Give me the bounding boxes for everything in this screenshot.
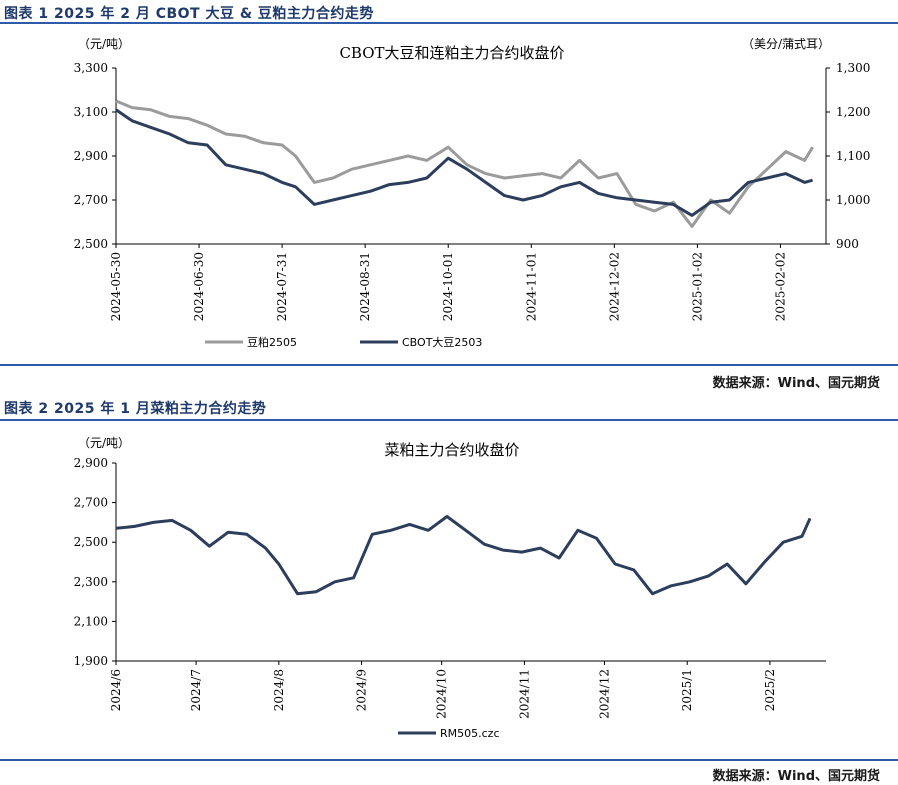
chart-2-x-tick-label: 2024/8 — [272, 669, 286, 711]
chart-2-y-tick-label: 2,100 — [74, 614, 108, 628]
figure-2-bottom-rule — [0, 759, 898, 761]
chart-2-x-tick-label: 2025/1 — [680, 669, 694, 711]
chart-2-y-tick-label: 2,900 — [74, 456, 108, 470]
chart-1-x-tick-label: 2024-10-01 — [441, 252, 455, 321]
chart-1-right-tick-label: 1,100 — [836, 149, 870, 163]
chart-1-right-unit: （美分/蒲式耳） — [742, 37, 830, 51]
figure-1-top-rule — [0, 22, 898, 24]
chart-2-y-tick-label: 1,900 — [74, 654, 108, 668]
chart-1-left-tick-label: 2,700 — [74, 193, 108, 207]
chart-1-x-tick-label: 2024-12-02 — [607, 252, 621, 321]
chart-2-x-tick-label: 2024/6 — [109, 669, 123, 711]
chart-1-cbot-soymeal: CBOT大豆和连粕主力合约收盘价 （元/吨） （美分/蒲式耳） 2,500 2,700 2… — [74, 37, 871, 349]
chart-2-y-tick-label: 2,500 — [74, 535, 108, 549]
chart-1-series-line-2 — [115, 108, 813, 217]
chart-2-legend-label-1: RM505.czc — [440, 727, 500, 740]
chart-1-series-line-1 — [115, 99, 814, 228]
chart-1-x-tick-label: 2024-06-30 — [192, 252, 206, 321]
chart-1-x-tick-label: 2025-02-02 — [773, 252, 787, 321]
chart-1-right-tick-label: 900 — [836, 237, 859, 251]
chart-1-x-tick-label: 2025-01-02 — [690, 252, 704, 321]
chart-1-left-unit: （元/吨） — [78, 37, 130, 51]
chart-2-y-tick-label: 2,300 — [74, 575, 108, 589]
chart-1-title: CBOT大豆和连粕主力合约收盘价 — [339, 44, 564, 62]
chart-2-x-tick-label: 2024/9 — [355, 669, 369, 711]
chart-2-title: 菜粕主力合约收盘价 — [384, 441, 519, 459]
chart-1-x-tick-label: 2024-05-30 — [109, 252, 123, 321]
chart-1-legend-label-2: CBOT大豆2503 — [402, 335, 482, 349]
chart-1-left-tick-label: 2,900 — [74, 149, 108, 163]
chart-2-x-tick-label: 2024/7 — [189, 669, 203, 711]
chart-1-x-tick-label: 2024-07-31 — [275, 252, 289, 321]
figure-1-source: 数据来源：Wind、国元期货 — [712, 376, 880, 391]
chart-1-left-tick-label: 3,100 — [74, 105, 108, 119]
chart-2-y-tick-label: 2,700 — [74, 496, 108, 510]
figure-2-caption: 图表 2 2025 年 1 月菜粕主力合约走势 — [4, 401, 267, 417]
chart-1-legend-label-1: 豆粕2505 — [247, 335, 297, 349]
chart-2-x-tick-label: 2024/11 — [517, 669, 531, 719]
chart-2-x-tick-label: 2024/10 — [435, 669, 449, 719]
chart-2-x-tick-label: 2024/12 — [597, 669, 611, 719]
chart-2-left-unit: （元/吨） — [78, 436, 130, 450]
figure-2-top-rule — [0, 419, 898, 421]
chart-1-left-tick-label: 3,300 — [74, 61, 108, 75]
chart-1-x-tick-label: 2024-11-01 — [524, 252, 538, 321]
chart-2-series-line-1 — [115, 515, 812, 596]
chart-1-x-tick-label: 2024-08-31 — [358, 252, 372, 321]
figure-1-bottom-rule — [0, 364, 898, 366]
figure-2-source: 数据来源：Wind、国元期货 — [712, 769, 880, 784]
chart-1-right-tick-label: 1,000 — [836, 193, 870, 207]
chart-2-x-tick-label: 2025/2 — [763, 669, 777, 711]
chart-1-right-tick-label: 1,200 — [836, 105, 870, 119]
figure-1-caption: 图表 1 2025 年 2 月 CBOT 大豆 & 豆粕主力合约走势 — [4, 6, 374, 22]
chart-2-rapeseed-meal: 菜粕主力合约收盘价 （元/吨） 1,900 2,100 2,300 2,500 2,700 2… — [74, 436, 826, 740]
chart-1-left-tick-label: 2,500 — [74, 237, 108, 251]
chart-1-right-tick-label: 1,300 — [836, 61, 870, 75]
